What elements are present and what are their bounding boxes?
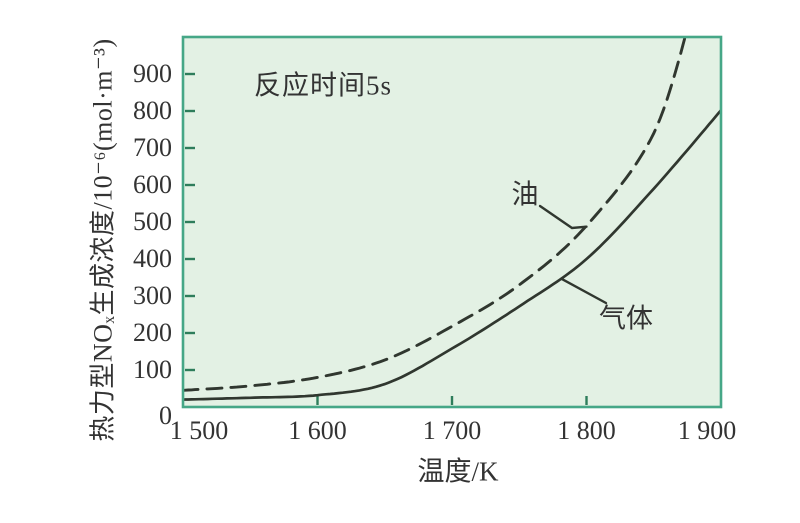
plot-frame [181,35,723,409]
y-tick-label: 800 [133,96,172,125]
y-tick-label: 0 [159,401,172,430]
x-tick-label: 1 600 [288,416,347,445]
y-tick-label: 500 [133,207,172,236]
x-tick-label: 1 800 [557,416,616,445]
series-label-gas: 气体 [599,303,653,334]
series-label-oil: 油 [511,179,539,210]
y-tick-label: 200 [133,318,172,347]
annotation-reaction-time: 反应时间5s [253,70,393,101]
y-tick-label: 900 [133,59,172,88]
oil-leader-line [538,204,588,230]
curve-oil [184,38,687,392]
x-tick-label: 1 900 [677,416,737,445]
y-tick-label: 600 [133,170,172,199]
gas-leader-line [560,277,608,305]
x-tick-label: 1 700 [422,416,482,445]
x-tick-label: 1 500 [169,416,229,445]
curve-gas [184,109,720,401]
y-tick-label: 700 [133,133,172,162]
plot-area [183,37,721,407]
x-axis-title: 温度/K [417,456,499,487]
y-tick-label: 100 [133,355,172,384]
y-tick-label: 300 [133,281,172,310]
y-tick-label: 400 [133,244,172,273]
